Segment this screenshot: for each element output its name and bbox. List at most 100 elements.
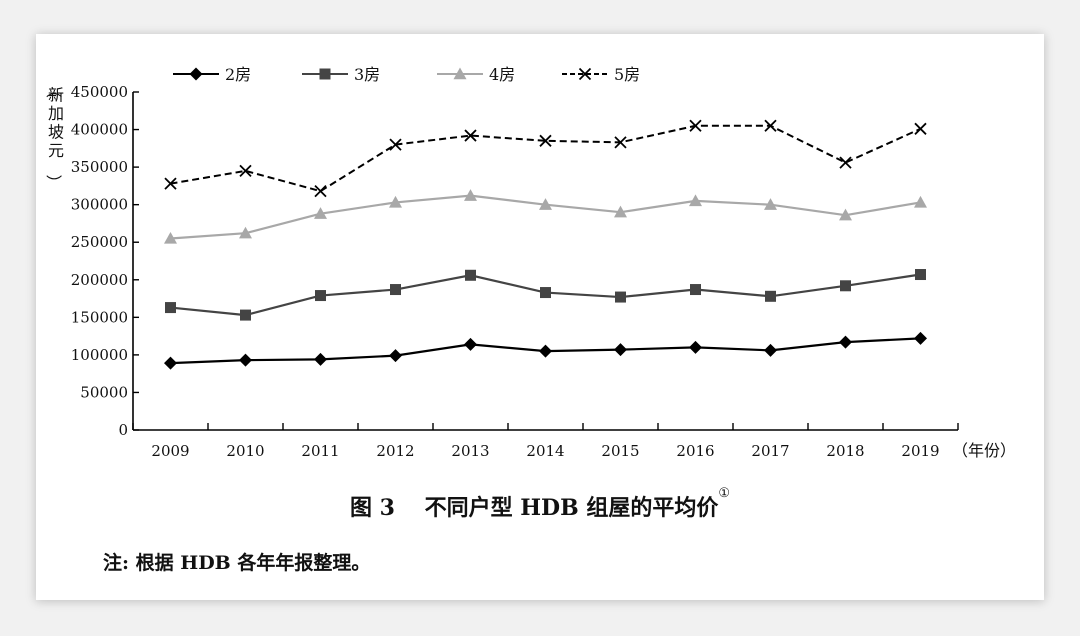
series-line <box>170 124 921 193</box>
y-tick-label: 400000 <box>71 121 128 139</box>
x-tick-label: 2009 <box>151 442 189 460</box>
data-point <box>764 198 777 210</box>
data-point-stroke <box>239 164 252 178</box>
data-point <box>164 177 177 190</box>
data-point <box>314 185 327 198</box>
data-point-stroke <box>689 119 702 132</box>
caption-footnote: ① <box>718 486 731 501</box>
data-point <box>314 207 327 219</box>
data-point <box>689 194 702 207</box>
data-point <box>840 280 851 292</box>
data-point <box>689 119 702 132</box>
data-point <box>465 269 476 281</box>
data-point <box>164 356 177 370</box>
data-point <box>914 331 927 345</box>
caption-text: 不同户型 HDB 组屋的平均价 <box>424 495 719 521</box>
x-tick-label: 2014 <box>526 442 564 460</box>
y-tick-label: 450000 <box>71 83 128 101</box>
x-tick-label: 2012 <box>376 442 414 460</box>
data-point-stroke <box>164 177 177 190</box>
x-tick-label: 2011 <box>301 442 339 460</box>
data-point-stroke <box>839 156 852 169</box>
legend: 2房 3房 4房 5房 <box>173 65 640 84</box>
legend-item: 5房 <box>562 65 640 84</box>
legend-marker <box>578 67 592 81</box>
data-point <box>314 352 327 366</box>
data-point <box>464 129 477 142</box>
y-tick-label: 50000 <box>80 383 128 401</box>
legend-label: 2房 <box>225 65 251 84</box>
x-tick-label: 2015 <box>601 442 639 460</box>
data-point <box>539 198 552 210</box>
legend-label: 5房 <box>614 65 640 84</box>
legend-item: 3房 <box>302 65 380 84</box>
data-point-stroke <box>539 134 552 147</box>
legend-item: 4房 <box>437 65 515 84</box>
y-tick-label: 250000 <box>71 233 128 251</box>
legend-label: 4房 <box>489 65 515 84</box>
data-point <box>915 269 926 281</box>
data-point <box>164 231 177 244</box>
x-tick-label: 2016 <box>676 442 714 460</box>
data-point-stroke <box>389 138 402 151</box>
y-tick-label: 100000 <box>71 346 128 364</box>
data-point <box>690 284 701 296</box>
x-axis-label: （年份） <box>952 441 1016 460</box>
data-point <box>464 189 477 201</box>
data-point <box>764 343 777 357</box>
data-point <box>239 353 252 367</box>
legend-marker-stroke <box>578 67 592 81</box>
x-tick-label: 2010 <box>226 442 264 460</box>
data-point <box>839 208 852 221</box>
data-point <box>389 138 402 151</box>
legend-marker <box>319 68 331 80</box>
data-point <box>689 340 702 354</box>
series-4 <box>164 119 927 198</box>
data-point <box>914 122 927 135</box>
data-point <box>539 134 552 147</box>
data-point-stroke <box>614 136 627 149</box>
y-tick-label: 150000 <box>71 308 128 326</box>
x-tick-label: 2013 <box>451 442 489 460</box>
data-point <box>914 195 927 208</box>
series-2 <box>165 269 926 321</box>
data-point <box>539 344 552 358</box>
legend-marker <box>189 67 203 81</box>
data-point <box>239 164 252 178</box>
data-point <box>239 226 252 239</box>
data-point <box>389 349 402 363</box>
legend-marker <box>453 67 467 80</box>
data-point <box>389 195 402 208</box>
y-tick-label: 350000 <box>71 158 128 176</box>
x-tick-label: 2018 <box>826 442 864 460</box>
data-point <box>315 290 326 302</box>
data-point <box>165 302 176 314</box>
data-point <box>614 343 627 357</box>
y-tick-label: 0 <box>118 421 128 439</box>
data-point <box>839 156 852 169</box>
data-point <box>240 309 251 321</box>
y-axis-label: （新加坡元） <box>44 82 64 191</box>
data-point-stroke <box>764 119 777 132</box>
y-tick-label: 300000 <box>71 196 128 214</box>
data-point <box>614 136 627 149</box>
series-3 <box>164 189 927 244</box>
legend-item: 2房 <box>173 65 251 84</box>
data-point <box>764 119 777 132</box>
figure-caption: 图 3 不同户型 HDB 组屋的平均价① <box>0 486 1080 522</box>
data-point <box>614 205 627 218</box>
data-point <box>615 291 626 303</box>
data-point-stroke <box>314 185 327 198</box>
x-tick-label: 2019 <box>901 442 939 460</box>
data-point <box>839 335 852 349</box>
data-point <box>540 287 551 299</box>
data-point <box>464 337 477 351</box>
x-tick-label: 2017 <box>751 442 789 460</box>
series-1 <box>164 331 927 370</box>
legend-label: 3房 <box>354 65 380 84</box>
figure-card <box>36 34 1044 600</box>
caption-prefix: 图 3 <box>349 495 395 521</box>
data-point-stroke <box>464 129 477 142</box>
y-tick-label: 200000 <box>71 271 128 289</box>
